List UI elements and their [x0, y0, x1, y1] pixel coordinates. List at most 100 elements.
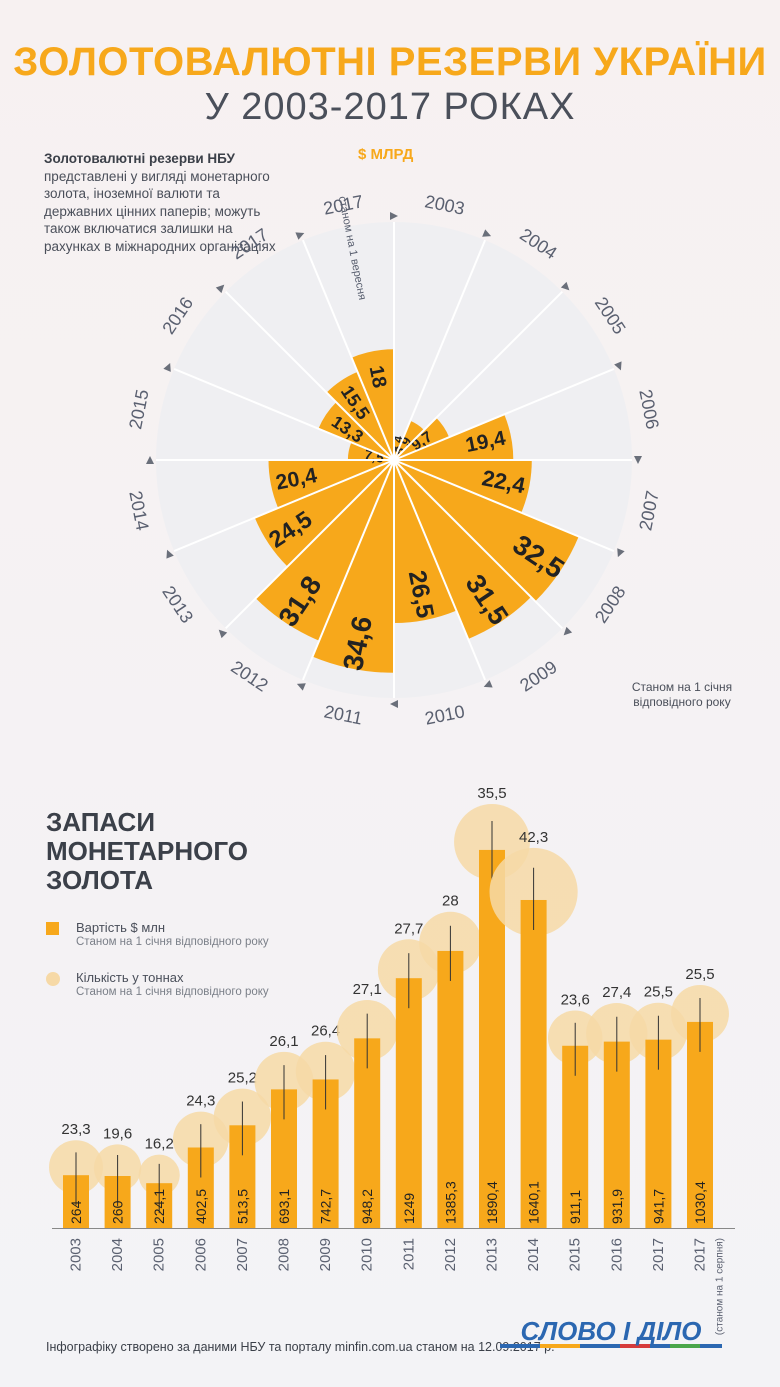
rose-tick-arrow [560, 281, 570, 291]
value-bar [354, 1038, 381, 1228]
rose-separator [393, 459, 563, 629]
tons-label: 26,4 [311, 1023, 340, 1040]
rose-tick-arrow [563, 626, 573, 636]
year-label: 2017 [692, 1238, 709, 1271]
rose-separator [393, 239, 487, 461]
description-heading: Золотовалютні резерви НБУ [44, 151, 235, 166]
rose-separator [225, 459, 395, 629]
year-label: 2011 [400, 1238, 417, 1270]
rose-footnote: Станом на 1 січня відповідного року [631, 680, 733, 709]
value-label: 941,7 [650, 1189, 666, 1224]
tons-label: 19,6 [103, 1125, 132, 1142]
rose-tick-arrow [390, 700, 398, 708]
rose-bar-2013 [254, 460, 394, 567]
rose-separator [393, 459, 615, 553]
rose-bar-2010 [394, 460, 457, 623]
value-bar [645, 1039, 672, 1228]
polar-bar-chart: 3,420036,920049,7200519,4200622,4200732,… [125, 191, 662, 728]
rose-separator [301, 459, 395, 681]
legend-tons-sub: Станом на 1 січня відповідного року [76, 986, 269, 998]
page-subtitle: У 2003-2017 РОКАХ [204, 86, 576, 128]
year-label: 2012 [442, 1238, 459, 1271]
rose-bar-2016 [318, 402, 394, 460]
year-label: 2009 [317, 1238, 334, 1271]
value-label: 1385,3 [442, 1181, 458, 1224]
tons-label: 25,5 [644, 984, 673, 1001]
rose-bar-2011 [312, 460, 394, 673]
rose-separator [393, 291, 563, 461]
value-bar [395, 978, 422, 1228]
section-title: ЗАПАСИ МОНЕТАРНОГО ЗОЛОТА [46, 808, 248, 895]
year-label: 2006 [192, 1238, 209, 1271]
value-label: 1030,4 [692, 1181, 708, 1224]
rose-bar-2008 [394, 460, 579, 602]
rose-separator [173, 367, 395, 461]
section-title-line-2: МОНЕТАРНОГО [46, 836, 248, 866]
tons-label: 27,1 [353, 981, 382, 998]
rose-tick-arrow [218, 629, 228, 639]
value-label: 911,1 [567, 1190, 583, 1224]
rose-tick-arrow [215, 284, 225, 294]
rose-tick-arrow [296, 683, 306, 691]
year-label: 2010 [359, 1238, 376, 1271]
year-label: 2016 [608, 1238, 625, 1271]
rose-tick-arrow [634, 456, 642, 464]
year-label: 2017 [650, 1238, 667, 1271]
rose-separator [225, 291, 395, 461]
rose-tick-arrow [146, 456, 154, 464]
rose-tick-arrow [163, 362, 171, 372]
legend-value-sub: Станом на 1 січня відповідного року [76, 936, 269, 948]
value-label: 742,7 [318, 1189, 334, 1224]
rose-bar-2009 [394, 460, 531, 639]
tons-label: 23,6 [561, 992, 590, 1009]
rose-center [390, 456, 398, 464]
rose-tick-arrow [617, 548, 625, 558]
year-label: 2005 [151, 1238, 168, 1271]
rose-tick-arrow [166, 549, 174, 559]
tons-label: 35,5 [477, 785, 506, 802]
tons-label: 26,1 [269, 1033, 298, 1050]
value-label: 1890,4 [484, 1181, 500, 1224]
value-bar [562, 1045, 589, 1228]
tons-label: 24,3 [186, 1093, 215, 1110]
rose-separator [301, 239, 395, 461]
description-text: представлені у вигляді монетарного золот… [44, 168, 276, 254]
description: Золотовалютні резерви НБУ представлені у… [44, 150, 279, 255]
value-bar [687, 1021, 713, 1228]
year-label: 2014 [525, 1238, 542, 1271]
legend-value-label: Вартість $ млн [76, 920, 166, 935]
tons-label: 25,2 [228, 1070, 257, 1087]
year-label: 2008 [276, 1238, 293, 1271]
value-label: 931,9 [609, 1189, 625, 1224]
rose-separator [173, 459, 395, 553]
year-label: 2013 [484, 1238, 501, 1271]
year-label: 2015 [567, 1238, 584, 1271]
legend-tons-label: Кількість у тоннах [76, 970, 184, 985]
legend-circle-swatch [46, 972, 60, 986]
year-label: 2004 [109, 1238, 126, 1271]
tons-label: 16,2 [145, 1136, 174, 1153]
tons-label: 23,3 [61, 1121, 90, 1138]
rose-tick-arrow [614, 361, 622, 371]
value-label: 264 [68, 1200, 84, 1224]
rose-bar-2017 [326, 371, 394, 460]
value-label: 260 [110, 1200, 126, 1224]
value-label: 224,1 [151, 1189, 167, 1224]
rose-unit-label: $ МЛРД [358, 146, 414, 163]
rose-separator [393, 459, 487, 681]
tons-label: 27,4 [602, 984, 631, 1001]
page-title: ЗОЛОТОВАЛЮТНІ РЕЗЕРВИ УКРАЇНИ [13, 40, 767, 84]
rose-bar-2012 [255, 460, 394, 641]
rose-bar-2007 [394, 460, 532, 513]
year-2017-note: (станом на 1 серпня) [715, 1238, 726, 1335]
value-bar [520, 899, 547, 1228]
value-label: 1640,1 [526, 1181, 542, 1224]
footer-source: Інфографіку створено за даними НБУ та по… [46, 1340, 555, 1354]
value-bar [603, 1041, 630, 1228]
rose-bar-2004 [394, 420, 424, 460]
rose-tick-arrow [483, 680, 493, 688]
tons-label: 27,7 [394, 920, 423, 937]
rose-value-label: 18 [365, 364, 391, 390]
value-label: 948,2 [359, 1189, 375, 1224]
